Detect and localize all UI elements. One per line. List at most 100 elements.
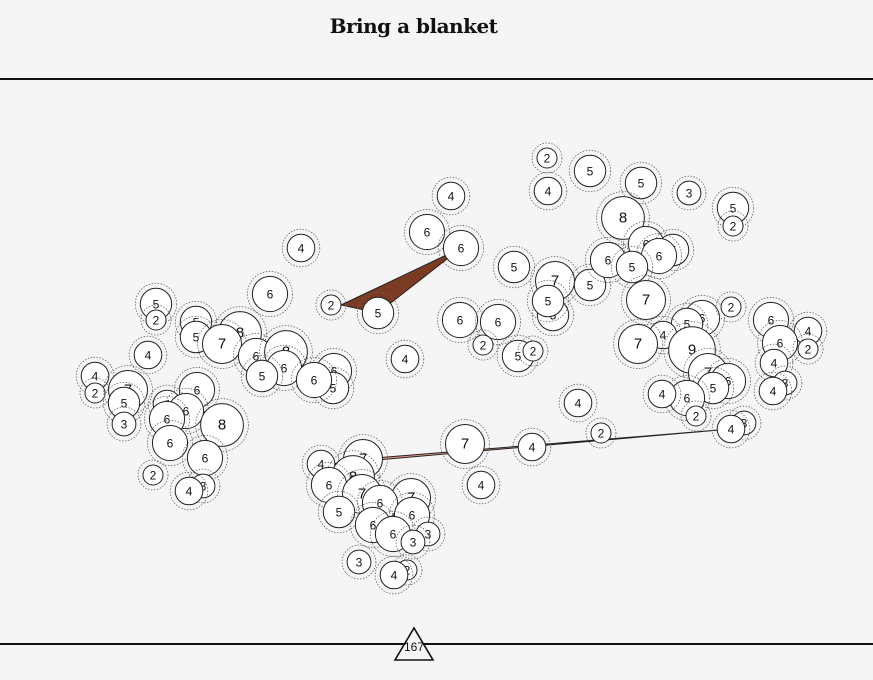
node-82[interactable]: 4 xyxy=(558,383,598,423)
node-disc[interactable] xyxy=(563,388,593,418)
node-55[interactable]: 5 xyxy=(526,279,570,323)
node-52[interactable]: 5 xyxy=(610,245,654,289)
node-39[interactable]: 8 xyxy=(195,398,249,452)
node-disc[interactable] xyxy=(676,180,702,206)
node-86[interactable]: 4 xyxy=(461,465,501,505)
node-34[interactable]: 3 xyxy=(106,406,142,442)
node-disc[interactable] xyxy=(442,229,480,267)
node-disc[interactable] xyxy=(615,250,649,284)
node-disc[interactable] xyxy=(145,309,167,331)
node-45[interactable]: 5 xyxy=(492,245,536,289)
node-disc[interactable] xyxy=(111,411,137,437)
nodes-layer[interactable]: 2545352846646254525587686546564275364668… xyxy=(75,142,828,595)
node-79[interactable]: 2 xyxy=(680,400,712,432)
node-75[interactable]: 4 xyxy=(753,371,793,411)
node-disc[interactable] xyxy=(361,296,395,330)
node-disc[interactable] xyxy=(573,154,607,188)
node-disc[interactable] xyxy=(536,147,558,169)
node-65[interactable]: 7 xyxy=(613,319,663,369)
node-85[interactable]: 7 xyxy=(440,419,490,469)
node-disc[interactable] xyxy=(466,470,496,500)
node-disc[interactable] xyxy=(472,334,494,356)
node-disc[interactable] xyxy=(720,296,742,318)
node-disc[interactable] xyxy=(601,196,645,240)
node-1[interactable]: 5 xyxy=(568,149,612,193)
node-102[interactable]: 4 xyxy=(374,555,414,595)
node-81[interactable]: 4 xyxy=(711,409,751,449)
node-disc[interactable] xyxy=(174,476,204,506)
node-44[interactable]: 4 xyxy=(169,471,209,511)
node-disc[interactable] xyxy=(716,414,746,444)
node-14[interactable]: 5 xyxy=(356,291,400,335)
node-disc[interactable] xyxy=(479,303,517,341)
node-16[interactable]: 5 xyxy=(134,282,178,326)
node-9[interactable]: 6 xyxy=(403,208,450,255)
node-57[interactable]: 6 xyxy=(474,298,521,345)
node-disc[interactable] xyxy=(647,379,677,409)
node-disc[interactable] xyxy=(151,424,189,462)
node-disc[interactable] xyxy=(624,166,658,200)
node-disc[interactable] xyxy=(618,324,658,364)
node-25[interactable]: 5 xyxy=(240,354,284,398)
node-11[interactable]: 4 xyxy=(281,228,321,268)
node-83[interactable]: 2 xyxy=(585,417,617,449)
node-29[interactable]: 6 xyxy=(290,356,337,403)
node-disc[interactable] xyxy=(533,176,563,206)
node-disc[interactable] xyxy=(142,464,164,486)
node-42[interactable]: 2 xyxy=(137,459,169,491)
node-53[interactable]: 7 xyxy=(621,275,671,325)
node-99[interactable]: 3 xyxy=(395,524,431,560)
node-disc[interactable] xyxy=(626,280,666,320)
node-40[interactable]: 6 xyxy=(146,419,193,466)
node-disc[interactable] xyxy=(245,359,279,393)
node-3[interactable]: 5 xyxy=(619,161,663,205)
node-disc[interactable] xyxy=(320,294,342,316)
node-disc[interactable] xyxy=(346,549,372,575)
node-disc[interactable] xyxy=(522,340,544,362)
node-41[interactable]: 6 xyxy=(181,434,228,481)
node-31[interactable]: 2 xyxy=(79,377,111,409)
node-disc[interactable] xyxy=(84,382,106,404)
node-71[interactable]: 4 xyxy=(754,343,794,383)
node-10[interactable]: 6 xyxy=(437,224,484,271)
node-78[interactable]: 4 xyxy=(642,374,682,414)
node-disc[interactable] xyxy=(722,215,744,237)
node-disc[interactable] xyxy=(441,301,479,339)
node-disc[interactable] xyxy=(436,181,466,211)
node-8[interactable]: 4 xyxy=(431,176,471,216)
node-disc[interactable] xyxy=(758,376,788,406)
node-disc[interactable] xyxy=(590,422,612,444)
node-2[interactable]: 4 xyxy=(528,171,568,211)
node-disc[interactable] xyxy=(531,284,565,318)
node-disc[interactable] xyxy=(685,405,707,427)
node-disc[interactable] xyxy=(200,403,244,447)
node-disc[interactable] xyxy=(445,424,485,464)
node-70[interactable]: 2 xyxy=(792,333,824,365)
node-17[interactable]: 2 xyxy=(140,304,172,336)
node-84[interactable]: 4 xyxy=(512,427,552,467)
node-7[interactable]: 8 xyxy=(596,191,650,245)
node-disc[interactable] xyxy=(286,233,316,263)
node-47[interactable]: 5 xyxy=(568,263,612,307)
node-disc[interactable] xyxy=(797,338,819,360)
node-58[interactable]: 2 xyxy=(467,329,499,361)
node-disc[interactable] xyxy=(251,275,289,313)
node-disc[interactable] xyxy=(202,324,242,364)
node-13[interactable]: 2 xyxy=(315,289,347,321)
node-26[interactable]: 4 xyxy=(128,335,168,375)
node-disc[interactable] xyxy=(573,268,607,302)
node-60[interactable]: 2 xyxy=(517,335,549,367)
node-disc[interactable] xyxy=(400,529,426,555)
node-0[interactable]: 2 xyxy=(531,142,563,174)
node-disc[interactable] xyxy=(517,432,547,462)
node-100[interactable]: 3 xyxy=(341,544,377,580)
node-disc[interactable] xyxy=(295,361,333,399)
node-62[interactable]: 2 xyxy=(715,291,747,323)
node-12[interactable]: 6 xyxy=(246,270,293,317)
node-4[interactable]: 3 xyxy=(671,175,707,211)
node-6[interactable]: 2 xyxy=(717,210,749,242)
node-51[interactable]: 6 xyxy=(636,232,683,279)
node-disc[interactable] xyxy=(497,250,531,284)
node-5[interactable]: 5 xyxy=(711,186,755,230)
